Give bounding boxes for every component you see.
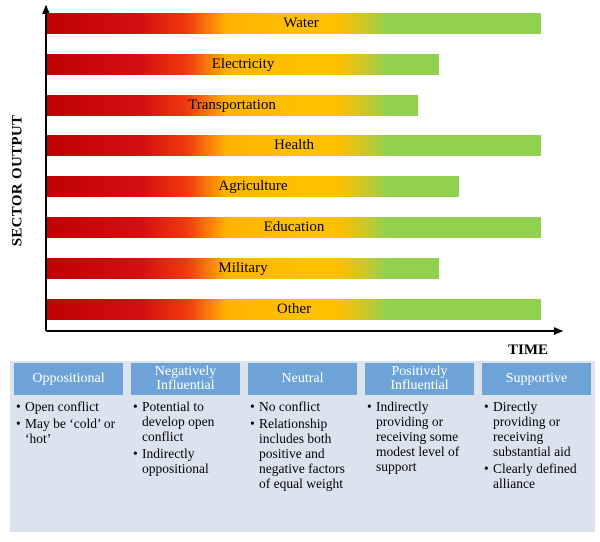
relationship-title: Oppositional <box>14 363 123 395</box>
sector-bar-other <box>47 299 541 320</box>
sector-label: Other <box>276 301 312 317</box>
relationship-box: Neutral No conflict Relationship includes … <box>244 361 361 532</box>
relationship-points: Potential to develop open conflictIndire… <box>133 399 240 478</box>
relationship-point: Directly providing or receiving substant… <box>484 399 591 459</box>
sector-output-chart: SECTOR OUTPUT TIME Water Electricity Trans… <box>9 5 563 358</box>
relationship-title: Positively Influential <box>365 363 474 395</box>
sector-label: Water <box>283 15 319 31</box>
sector-label: Electricity <box>211 56 275 72</box>
relationship-point: May be ‘cold’ or ‘hot’ <box>16 416 123 446</box>
sector-label: Military <box>218 260 268 276</box>
sector-bar-agriculture <box>47 176 459 197</box>
relationship-point: Clearly defined alliance <box>484 461 591 491</box>
sector-bar-education <box>47 217 541 238</box>
relationship-box: Oppositional Open conflict May be ‘cold’ o… <box>10 361 127 532</box>
relationship-points: Indirectly providing or receiving some m… <box>367 399 474 476</box>
sector-label: Agriculture <box>218 178 288 194</box>
relationship-box: Supportive Directly providing or receivin… <box>478 361 595 532</box>
sector-label: Transportation <box>188 97 276 113</box>
axes <box>42 5 563 335</box>
relationship-box: Positively Influential Indirectly providi… <box>361 361 478 532</box>
relationship-points: Directly providing or receiving substant… <box>484 399 591 493</box>
relationship-point: Relationship includes both positive and … <box>250 416 357 491</box>
relationship-point: Indirectly oppositional <box>133 446 240 476</box>
relationship-title: Supportive <box>482 363 591 395</box>
relationship-box: Negatively Influential Potential to devel… <box>127 361 244 532</box>
sector-bar-electricity <box>47 54 439 75</box>
sector-bar-transportation <box>47 95 418 116</box>
relationship-point: Potential to develop open conflict <box>133 399 240 444</box>
sector-bar-water <box>47 13 541 34</box>
sector-label: Health <box>274 137 314 153</box>
relationship-title: Negatively Influential <box>131 363 240 395</box>
sector-bar-military <box>47 258 439 279</box>
sector-bar-health <box>47 135 541 156</box>
sector-label: Education <box>263 219 325 235</box>
x-axis-title: TIME <box>508 342 549 358</box>
relationship-title: Neutral <box>248 363 357 395</box>
relationship-points: Open conflict May be ‘cold’ or ‘hot’ <box>16 399 123 448</box>
relationship-point: Open conflict <box>16 399 123 414</box>
y-axis-title: SECTOR OUTPUT <box>9 114 26 246</box>
relationship-points: No conflict Relationship includes both po… <box>250 399 357 493</box>
relationship-point: Indirectly providing or receiving some m… <box>367 399 474 474</box>
relationship-point: No conflict <box>250 399 357 414</box>
